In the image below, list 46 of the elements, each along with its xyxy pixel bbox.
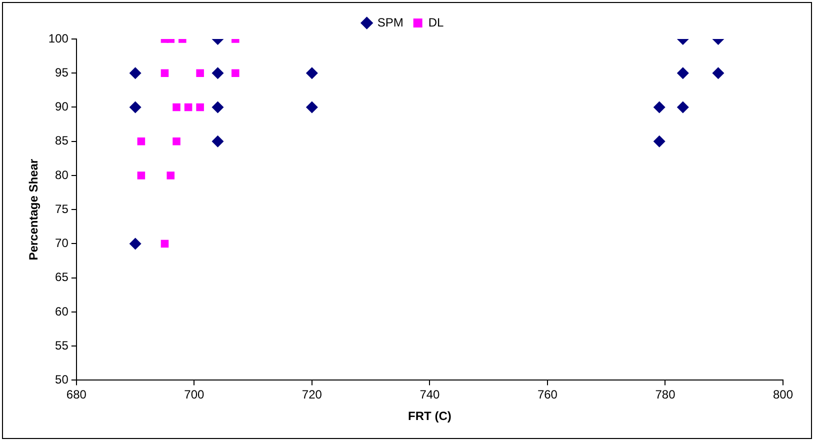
point xyxy=(653,101,666,114)
x-tick-label: 680 xyxy=(66,388,87,402)
y-tick-label: 80 xyxy=(55,168,69,182)
x-tick-label: 800 xyxy=(772,388,794,402)
y-tick-label: 90 xyxy=(55,100,69,114)
x-tick-label: 760 xyxy=(537,388,558,402)
point xyxy=(160,69,169,78)
y-tick-label: 95 xyxy=(55,65,69,80)
point xyxy=(137,172,146,180)
point xyxy=(232,69,240,78)
point xyxy=(212,67,224,80)
y-tick-label: 75 xyxy=(55,202,69,216)
legend-label: DL xyxy=(428,15,444,30)
y-tick-label: 100 xyxy=(48,31,69,46)
point xyxy=(212,101,224,114)
point xyxy=(160,240,169,248)
x-tick-label: 720 xyxy=(302,388,322,402)
y-tick-label: 65 xyxy=(55,270,69,284)
y-tick-label: 60 xyxy=(55,304,69,318)
point xyxy=(712,67,724,80)
point xyxy=(212,135,224,148)
y-tick-label: 50 xyxy=(55,372,69,387)
point xyxy=(196,103,204,112)
y-tick-label: 55 xyxy=(55,338,69,352)
point xyxy=(129,67,142,80)
point xyxy=(196,69,204,78)
point xyxy=(137,137,146,146)
point xyxy=(676,101,689,114)
point xyxy=(676,67,689,80)
x-tick-label: 700 xyxy=(184,388,205,402)
point xyxy=(129,238,142,250)
y-tick-label: 85 xyxy=(55,134,69,148)
x-tick-label: 780 xyxy=(655,388,676,402)
point xyxy=(653,135,666,148)
y-tick-label: 70 xyxy=(55,236,69,250)
point xyxy=(172,103,180,112)
point xyxy=(306,101,318,114)
x-tick-label: 740 xyxy=(420,388,440,402)
point xyxy=(172,137,180,146)
x-axis-title: FRT (C) xyxy=(408,409,452,424)
y-axis-title: Percentage Shear xyxy=(26,158,41,260)
legend-label: SPM xyxy=(377,15,404,30)
point xyxy=(184,103,192,112)
point xyxy=(306,67,318,80)
point xyxy=(129,101,142,114)
point xyxy=(166,172,175,180)
